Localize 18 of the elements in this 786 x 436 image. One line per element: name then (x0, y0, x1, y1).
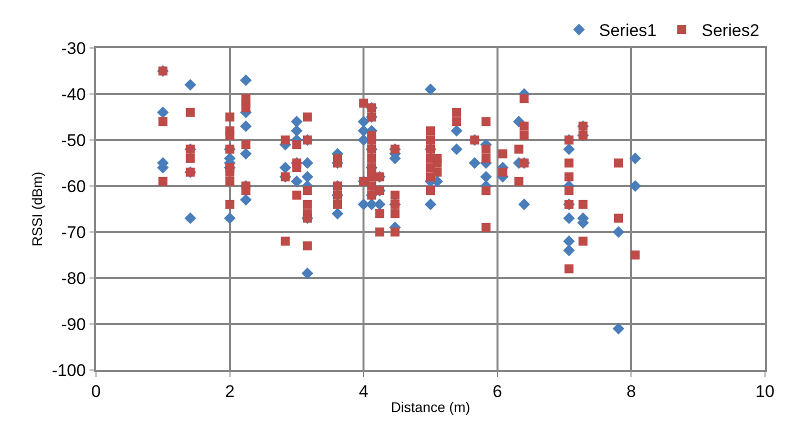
x-tick-label: 10 (756, 382, 774, 402)
y-tick-label: -70 (61, 222, 86, 242)
y-tick-label: -100 (52, 360, 86, 380)
x-tick-label: 8 (626, 382, 636, 402)
y-tick-label: -40 (61, 84, 86, 104)
x-tick-label: 2 (225, 382, 235, 402)
y-tick-label: -50 (61, 130, 86, 150)
y-tick-label: -90 (61, 314, 86, 334)
legend-label: Series1 (599, 21, 657, 40)
y-tick-label: -30 (61, 38, 86, 58)
y-tick-label: -80 (61, 268, 86, 288)
x-tick-label: 4 (358, 382, 368, 402)
x-axis-title: Distance (m) (390, 398, 470, 415)
x-tick-label: 6 (492, 382, 502, 402)
legend-label: Series2 (702, 21, 760, 40)
y-axis-title: RSSI (dBm) (28, 172, 45, 246)
y-tick-label: -60 (61, 176, 86, 196)
x-tick-label: 0 (91, 382, 101, 402)
